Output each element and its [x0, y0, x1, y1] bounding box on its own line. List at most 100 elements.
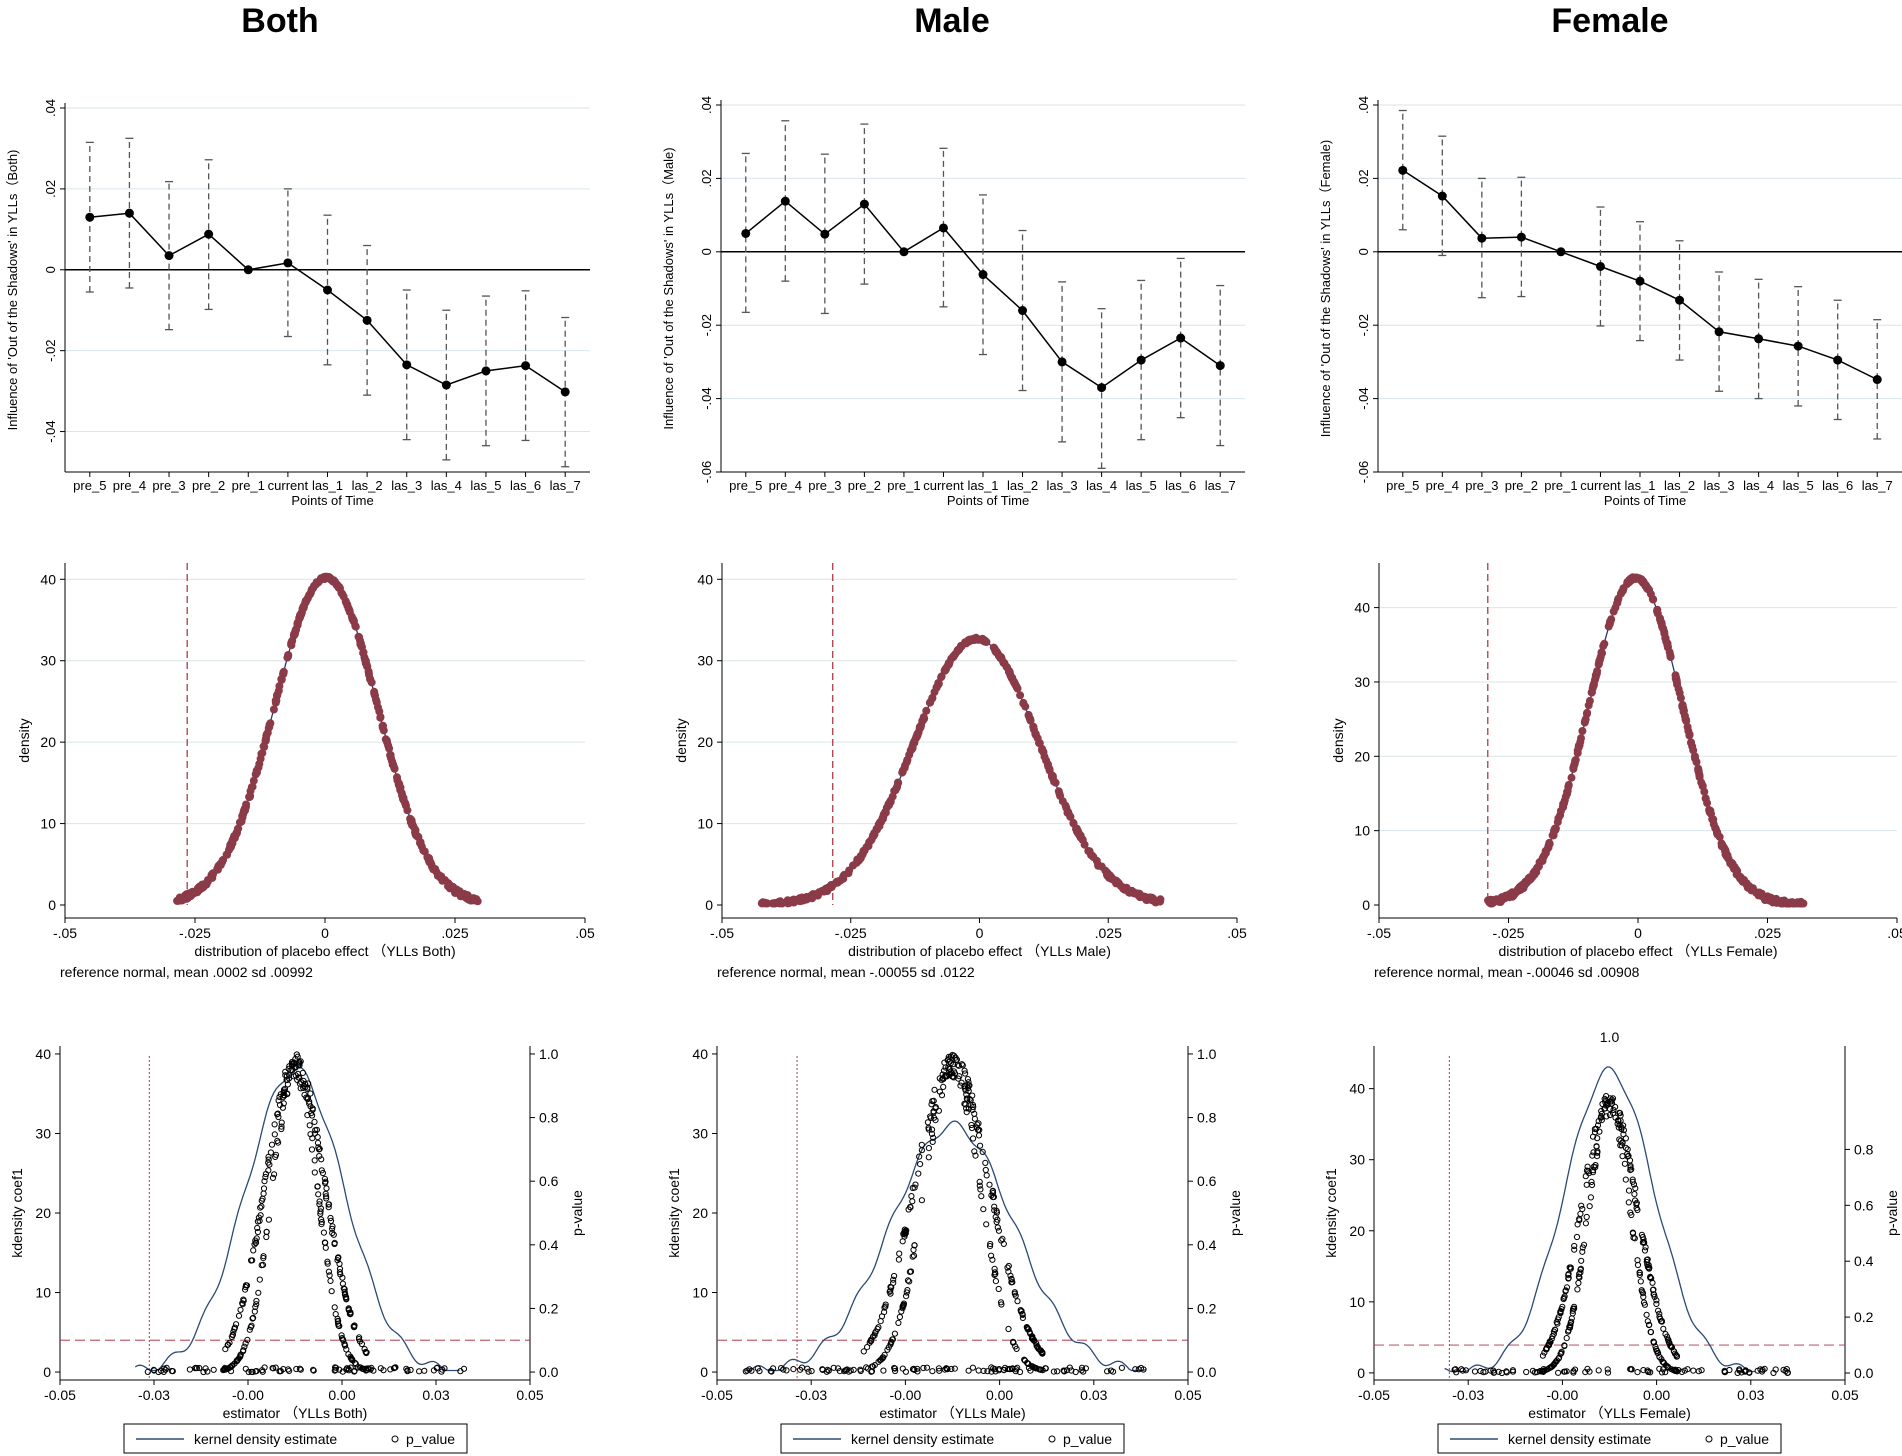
pvalue-marker — [1627, 1167, 1634, 1174]
placebo-marker — [344, 604, 353, 613]
pvalue-marker — [323, 1185, 330, 1192]
x-tick-label: las_5 — [470, 478, 501, 493]
pvalue-marker — [351, 1367, 358, 1375]
pvalue-marker — [322, 1178, 329, 1185]
x-tick-label: 0 — [976, 925, 984, 941]
pvalue-marker — [965, 1084, 972, 1092]
pvalue-marker — [986, 1181, 993, 1188]
placebo-marker — [379, 726, 388, 735]
x-axis-title: distribution of placebo effect （YLLs Fem… — [1498, 943, 1777, 959]
placebo-marker — [1657, 618, 1666, 627]
pvalue-marker — [325, 1201, 332, 1208]
placebo-marker — [1674, 685, 1683, 694]
y-tick-label: 40 — [1349, 1081, 1365, 1097]
y-tick-label: 10 — [35, 1285, 51, 1301]
y-tick-label: 20 — [1354, 748, 1370, 764]
pvalue-marker — [1641, 1247, 1649, 1254]
pvalue-marker — [1005, 1262, 1012, 1270]
pvalue-marker — [967, 1102, 974, 1109]
placebo-panel-3: 0 10 20 30 40 -.05 -.025 0 .025 .05 distribution o… — [1330, 563, 1902, 980]
placebo-marker — [870, 830, 879, 839]
pvalue-marker — [972, 1152, 979, 1159]
pvalue-marker — [319, 1169, 326, 1177]
pvalue-marker — [1547, 1363, 1555, 1371]
placebo-panel-1: 0 10 20 30 40 -.05 -.025 0 .025 .05 distribution o… — [16, 563, 595, 980]
y-tick-label: 20 — [692, 1205, 708, 1221]
pvalue-marker — [1642, 1244, 1649, 1251]
pvalue-marker — [868, 1368, 876, 1375]
pvalue-marker — [233, 1358, 240, 1365]
y-tick-label: 30 — [692, 1125, 708, 1141]
pvalue-marker — [940, 1083, 947, 1091]
pvalue-marker — [1005, 1325, 1012, 1333]
placebo-marker — [398, 792, 407, 801]
pvalue-marker — [310, 1366, 317, 1374]
y-tick-label: .02 — [699, 169, 714, 187]
x-tick-label: las_1 — [1624, 478, 1655, 493]
pvalue-marker — [1746, 1369, 1753, 1376]
pvalue-marker — [980, 1367, 987, 1375]
pvalue-marker — [356, 1334, 363, 1341]
pvalue-marker — [1598, 1113, 1605, 1120]
pvalue-marker — [1629, 1176, 1636, 1183]
x-tick-label: 0.05 — [1174, 1387, 1201, 1403]
placebo-marker — [414, 833, 423, 842]
x-tick-label: las_3 — [391, 478, 422, 493]
pvalue-marker — [1000, 1240, 1007, 1248]
placebo-marker — [396, 783, 405, 792]
pvalue-marker — [1652, 1343, 1659, 1350]
pvalue-marker — [892, 1367, 899, 1375]
placebo-marker — [1585, 696, 1594, 705]
pvalue-marker — [1032, 1364, 1039, 1372]
pvalue-marker — [233, 1321, 240, 1328]
placebo-marker — [1597, 648, 1606, 657]
pvalue-marker — [1060, 1367, 1067, 1374]
x-tick-label: -.05 — [53, 925, 77, 941]
pvalue-marker — [1660, 1325, 1667, 1332]
pvalue-marker — [895, 1319, 902, 1327]
pvalue-marker — [285, 1065, 292, 1072]
pvalue-marker — [909, 1184, 916, 1192]
point-marker — [1057, 357, 1067, 367]
pvalue-marker — [836, 1368, 844, 1375]
pvalue-marker — [259, 1195, 266, 1202]
placebo-marker — [370, 689, 379, 698]
x-tick-label: -0.03 — [1452, 1387, 1484, 1403]
x-tick-label: 0.00 — [1643, 1387, 1670, 1403]
legend-pvalue-label: p_value — [1720, 1431, 1769, 1447]
pvalue-marker — [225, 1341, 232, 1348]
pvalue-marker — [880, 1367, 887, 1374]
pvalue-marker — [258, 1203, 265, 1210]
y2-tick-label: 1.0 — [539, 1046, 559, 1062]
pvalue-marker — [1672, 1367, 1679, 1374]
pvalue-marker — [1006, 1365, 1013, 1373]
pvalue-marker — [254, 1224, 261, 1232]
pvalue-marker — [361, 1346, 368, 1353]
y-axis-title: kdensity coef1 — [666, 1168, 682, 1258]
pvalue-marker — [297, 1058, 304, 1065]
pvalue-marker — [278, 1119, 285, 1126]
point-marker — [441, 380, 451, 390]
pvalue-marker — [316, 1153, 323, 1160]
placebo-marker — [1069, 818, 1078, 827]
pvalue-marker — [952, 1054, 959, 1061]
pvalue-marker — [255, 1289, 262, 1296]
placebo-panel-2: 0 10 20 30 40 -.05 -.025 0 .025 .05 distribution o… — [673, 563, 1247, 980]
placebo-marker — [967, 636, 976, 645]
pvalue-marker — [276, 1368, 283, 1375]
point-marker — [1437, 191, 1447, 201]
x-tick-label: -.025 — [835, 925, 867, 941]
pvalue-marker — [318, 1216, 325, 1223]
placebo-marker — [1040, 752, 1049, 761]
placebo-marker — [1002, 662, 1011, 671]
y2-axis-title: p-value — [1227, 1190, 1243, 1236]
pvalue-marker — [891, 1272, 898, 1280]
pvalue-marker — [1627, 1366, 1634, 1373]
pvalue-marker — [302, 1084, 309, 1091]
pvalue-marker — [272, 1364, 279, 1371]
x-tick-label: las_3 — [1704, 478, 1735, 493]
placebo-marker — [1147, 893, 1156, 902]
pvalue-marker — [245, 1368, 252, 1376]
placebo-marker — [240, 806, 249, 815]
pvalue-marker — [1770, 1369, 1777, 1377]
